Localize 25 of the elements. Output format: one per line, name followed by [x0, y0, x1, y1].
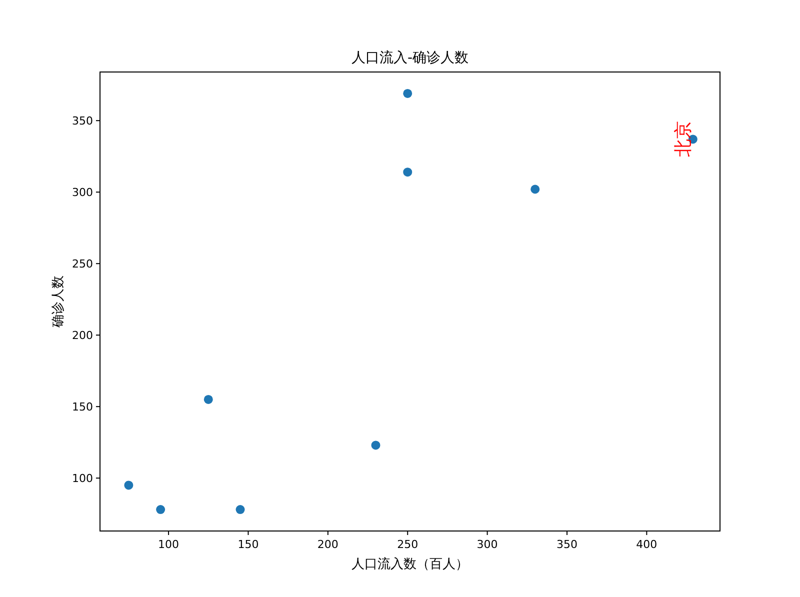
point: [204, 394, 213, 404]
point: [530, 184, 540, 194]
y-tick-label: 300: [72, 186, 93, 199]
x-tick-label: 150: [238, 538, 259, 551]
x-tick-label: 100: [158, 538, 180, 551]
point: [371, 440, 380, 450]
annotation: 北京: [672, 121, 694, 158]
point: [156, 505, 166, 514]
y-tick-label: 150: [72, 400, 93, 414]
y-tick-label: 350: [72, 114, 93, 128]
y-axis-title: 确诊人数: [51, 276, 66, 328]
y-tick-label: 250: [72, 257, 93, 270]
point: [124, 480, 134, 490]
y-tick-label: 100: [72, 472, 93, 485]
point: [403, 168, 412, 177]
point: [403, 88, 412, 98]
x-tick-label: 300: [476, 538, 498, 551]
y-tick-label: 200: [72, 328, 93, 342]
x-tick-label: 350: [556, 538, 578, 551]
point: [236, 505, 245, 514]
x-tick-label: 250: [397, 538, 418, 551]
x-tick-label: 200: [317, 538, 338, 551]
x-axis-title: 人口流入数（百人）: [352, 556, 468, 572]
chart-title: 人口流入-确诊人数: [351, 50, 469, 66]
x-tick-label: 400: [636, 538, 658, 551]
